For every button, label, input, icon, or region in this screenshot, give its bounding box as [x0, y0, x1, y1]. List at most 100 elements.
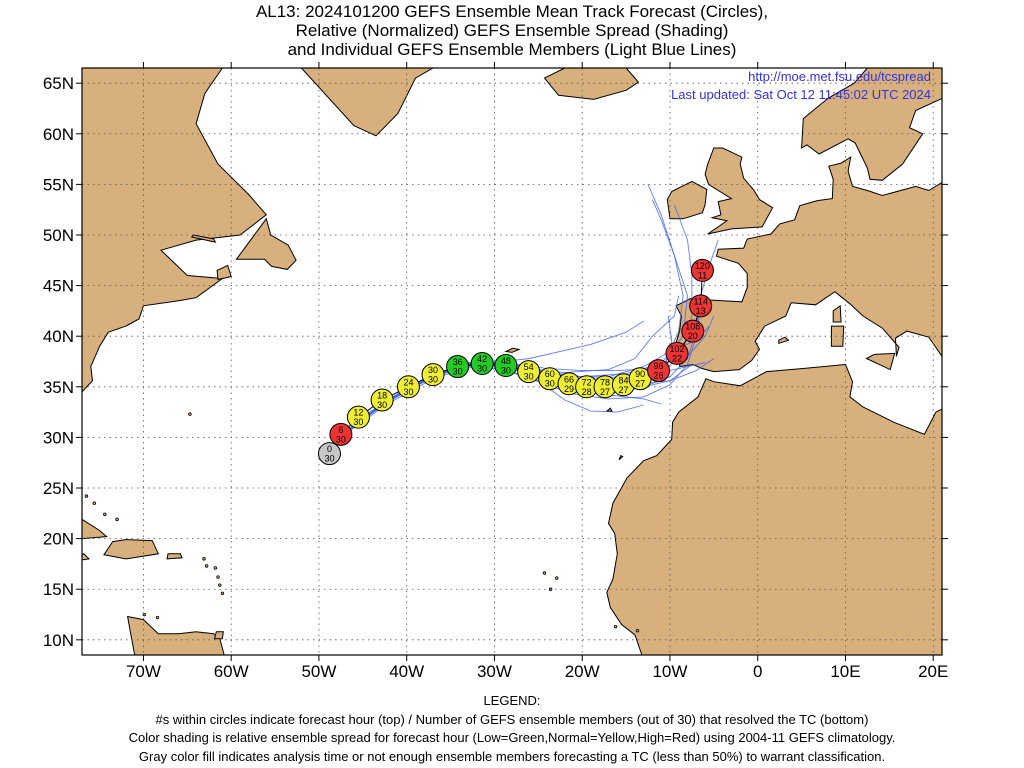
legend-color-shading-note: Color shading is relative ensemble sprea…	[128, 730, 896, 745]
legend-circle-numbers-note: #s within circles indicate forecast hour…	[155, 711, 869, 727]
member-count-label: 30	[403, 387, 413, 397]
lat-tick-label: 45N	[43, 277, 74, 296]
lat-tick-label: 35N	[43, 378, 74, 397]
lat-tick-label: 30N	[43, 428, 74, 447]
forecast-hour-label: 108	[685, 322, 700, 332]
mean-track-circle	[689, 294, 713, 318]
member-count-label: 13	[696, 306, 706, 316]
small-island	[92, 501, 96, 505]
member-count-label: 27	[618, 385, 628, 395]
land-north-america	[82, 68, 268, 655]
land-cuba	[82, 518, 108, 540]
forecast-hour-label: 12	[353, 408, 363, 418]
forecast-hour-label: 102	[669, 344, 684, 354]
member-count-label: 30	[501, 366, 511, 376]
forecast-hour-label: 30	[428, 365, 438, 375]
title-line-2: Relative (Normalized) GEFS Ensemble Spre…	[295, 21, 729, 40]
member-count-label: 30	[336, 434, 346, 444]
lon-tick-label: 40W	[389, 662, 424, 681]
member-count-label: 22	[672, 353, 682, 363]
member-count-label: 30	[428, 375, 438, 385]
forecast-hour-label: 72	[582, 377, 592, 387]
forecast-hour-label: 78	[600, 377, 610, 387]
land-madeira	[605, 407, 613, 412]
lon-tick-label: 0	[753, 662, 762, 681]
lon-tick-label: 50W	[301, 662, 336, 681]
member-count-label: 30	[324, 454, 334, 464]
small-island	[84, 494, 89, 498]
land-layer	[82, 68, 942, 655]
land-hispaniola	[103, 539, 160, 560]
mean-track-point: 630	[329, 422, 353, 446]
mean-track-circle	[346, 405, 370, 429]
lat-tick-label: 65N	[43, 74, 74, 93]
land-cape-breton	[216, 264, 232, 281]
legend: LEGEND: #s within circles indicate forec…	[0, 692, 1024, 766]
small-island	[613, 624, 618, 629]
lon-tick-label: 60W	[214, 662, 249, 681]
mean-track-circle	[370, 388, 394, 412]
small-island	[213, 566, 218, 570]
mean-track-circle	[421, 363, 445, 387]
lat-tick-label: 10N	[43, 631, 74, 650]
forecast-hour-label: 18	[377, 390, 387, 400]
land-newfoundland	[235, 217, 297, 270]
land-south-america	[82, 615, 225, 655]
member-count-label: 26	[654, 371, 664, 381]
forecast-hour-label: 120	[695, 261, 710, 271]
member-count-label: 30	[353, 417, 363, 427]
small-island	[218, 583, 222, 587]
small-island	[220, 591, 225, 595]
figure-title: AL13: 2024101200 GEFS Ensemble Mean Trac…	[0, 2, 1024, 59]
small-island	[155, 615, 160, 620]
land-scandinavia	[801, 68, 942, 181]
member-count-label: 11	[698, 270, 707, 280]
forecast-hour-label: 48	[501, 356, 511, 366]
small-island	[542, 571, 547, 575]
small-island	[635, 629, 640, 633]
forecast-hour-label: 42	[477, 354, 487, 364]
source-url-link[interactable]: http://moe.met.fsu.edu/tcspread	[748, 69, 931, 84]
mean-track-circle	[396, 375, 420, 399]
forecast-hour-label: 6	[338, 425, 343, 435]
mean-track-circle	[647, 359, 671, 383]
land-jamaica	[82, 553, 91, 561]
lon-tick-label: 70W	[126, 662, 161, 681]
legend-gray-fill-note: Gray color fill indicates analysis time …	[138, 748, 886, 764]
lon-tick-label: 20W	[565, 662, 600, 681]
forecast-hour-label: 90	[635, 369, 645, 379]
forecast-hour-label: 96	[654, 361, 664, 371]
member-count-label: 29	[564, 384, 574, 394]
forecast-hour-label: 60	[545, 369, 555, 379]
land-ireland	[666, 180, 708, 220]
small-island	[115, 517, 119, 522]
land-canaries	[618, 454, 624, 461]
small-island	[188, 412, 192, 416]
member-count-label: 30	[477, 364, 487, 374]
land-corsica	[832, 304, 842, 323]
lat-tick-label: 50N	[43, 226, 74, 245]
mean-track-circle	[690, 258, 714, 282]
axes: 65N 60N 55N 50N 45N 40N 35N 30N 25N 20N 15N 10N 70W 6…	[43, 62, 948, 681]
land-greenland	[300, 68, 435, 137]
land-sardinia	[830, 325, 845, 347]
mean-track-circle	[329, 422, 353, 446]
mean-track-circle	[446, 355, 470, 379]
plot-frame	[81, 67, 943, 656]
land-iceland	[543, 68, 640, 100]
